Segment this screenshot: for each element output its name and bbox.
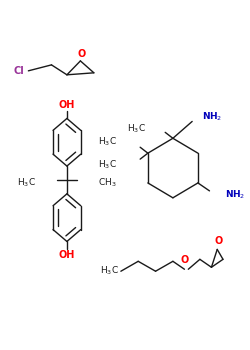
Text: O: O [180, 255, 188, 265]
Text: H$_3$C: H$_3$C [127, 122, 146, 135]
Text: OH: OH [59, 99, 75, 110]
Text: OH: OH [59, 250, 75, 260]
Text: H$_3$C: H$_3$C [98, 159, 117, 172]
Text: NH$_2$: NH$_2$ [202, 110, 222, 123]
Text: Cl: Cl [14, 66, 24, 76]
Text: O: O [214, 237, 222, 246]
Text: O: O [77, 49, 86, 59]
Text: H$_3$C: H$_3$C [17, 177, 36, 189]
Text: H$_3$C: H$_3$C [98, 135, 117, 147]
Text: NH$_2$: NH$_2$ [225, 189, 245, 201]
Text: H$_3$C: H$_3$C [100, 265, 119, 278]
Text: CH$_3$: CH$_3$ [98, 177, 116, 189]
